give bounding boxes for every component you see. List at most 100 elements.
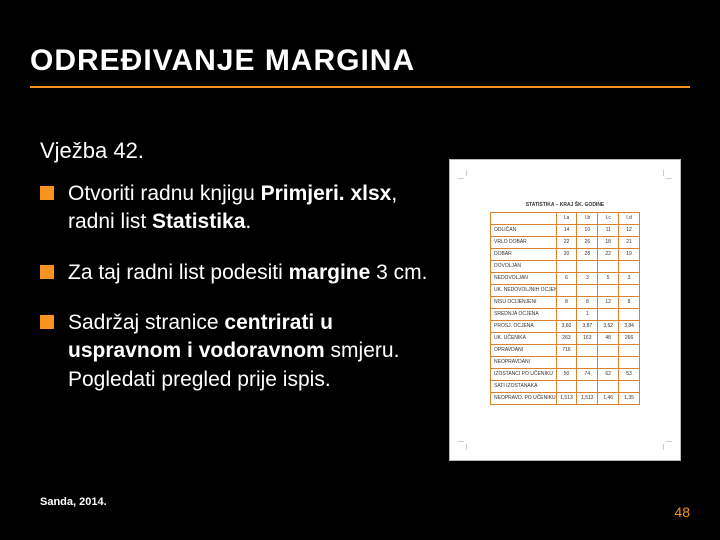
margin-tick xyxy=(458,178,464,179)
page-number: 48 xyxy=(674,504,690,520)
bullet-text: Sadržaj stranice centrirati u uspravnom … xyxy=(68,309,440,394)
mini-table-header-row: I.aI.bI.cI.d xyxy=(491,213,640,225)
mini-table-cell: NEDOVOLJAN xyxy=(491,273,557,285)
mini-table-cell: 12 xyxy=(598,297,619,309)
mini-table-row: NEDOVOLJAN6353 xyxy=(491,273,640,285)
mini-table-cell: 62 xyxy=(598,369,619,381)
mini-table-cell xyxy=(556,309,577,321)
mini-table-cell xyxy=(619,261,640,273)
bullet-item: Sadržaj stranice centrirati u uspravnom … xyxy=(40,309,440,394)
mini-table-row: PROSJ. OCJENA3,603,873,523,84 xyxy=(491,321,640,333)
mini-table-cell xyxy=(577,357,598,369)
mini-table-row: SATI IZOSTANAKA xyxy=(491,381,640,393)
mini-table-cell: 53 xyxy=(619,369,640,381)
margin-tick xyxy=(663,444,664,450)
mini-table-row: DOBAR20282219 xyxy=(491,249,640,261)
mini-table-row: OPRAVDANI716 xyxy=(491,345,640,357)
margin-tick xyxy=(458,441,464,442)
mini-table-cell xyxy=(556,357,577,369)
margin-tick xyxy=(466,170,467,176)
mini-table-cell xyxy=(619,381,640,393)
mini-table-cell xyxy=(619,345,640,357)
mini-table-cell: 266 xyxy=(619,333,640,345)
mini-table-row: VRLO DOBAR22261821 xyxy=(491,237,640,249)
mini-table-cell: NISU OCIJENJENI xyxy=(491,297,557,309)
mini-table-row: ODLIČAN14101112 xyxy=(491,225,640,237)
mini-table-cell: UK. NEDOVOLJNIH OCJENA xyxy=(491,285,557,297)
mini-table-cell: 1,513 xyxy=(577,393,598,405)
mini-table-cell: 163 xyxy=(577,333,598,345)
mini-table-cell: 716 xyxy=(556,345,577,357)
mini-table-row: NISU OCIJENJENI88128 xyxy=(491,297,640,309)
mini-table-cell: 8 xyxy=(556,297,577,309)
mini-table-title: STATISTIKA – KRAJ ŠK. GODINE xyxy=(490,202,640,208)
mini-table-cell: UK. UČENIKA xyxy=(491,333,557,345)
slide: ODREĐIVANJE MARGINA Vježba 42. Otvoriti … xyxy=(0,0,720,540)
mini-table-cell xyxy=(619,309,640,321)
mini-table-header-cell xyxy=(491,213,557,225)
mini-table-cell: 12 xyxy=(619,225,640,237)
mini-table-cell: 263 xyxy=(556,333,577,345)
mini-table-header-cell: I.a xyxy=(556,213,577,225)
mini-table-cell xyxy=(577,285,598,297)
mini-table-row: IZOSTANCI PO UČENIKU50746253 xyxy=(491,369,640,381)
bullet-marker-icon xyxy=(40,315,54,329)
title-block: ODREĐIVANJE MARGINA xyxy=(30,44,690,88)
mini-table-cell xyxy=(577,345,598,357)
print-preview-inner: STATISTIKA – KRAJ ŠK. GODINE I.aI.bI.cI.… xyxy=(466,178,664,442)
margin-tick xyxy=(666,178,672,179)
mini-table-row: NEOPRAVDANI xyxy=(491,357,640,369)
mini-table-cell: 74 xyxy=(577,369,598,381)
margin-tick xyxy=(666,441,672,442)
mini-table-row: DOVOLJAN xyxy=(491,261,640,273)
bullet-marker-icon xyxy=(40,186,54,200)
mini-table-cell xyxy=(556,381,577,393)
title-underline xyxy=(30,86,690,88)
mini-table-cell: SATI IZOSTANAKA xyxy=(491,381,557,393)
mini-table-cell: 6 xyxy=(556,273,577,285)
footer-author: Sanda, 2014. xyxy=(40,496,107,508)
mini-table-cell: DOBAR xyxy=(491,249,557,261)
bullet-text: Otvoriti radnu knjigu Primjeri. xlsx, ra… xyxy=(68,180,440,237)
mini-table-cell: 11 xyxy=(598,225,619,237)
mini-table-cell xyxy=(619,285,640,297)
mini-table-cell: 21 xyxy=(619,237,640,249)
mini-table-cell xyxy=(598,285,619,297)
mini-table-cell xyxy=(598,345,619,357)
mini-table-wrap: STATISTIKA – KRAJ ŠK. GODINE I.aI.bI.cI.… xyxy=(490,202,640,405)
mini-table-cell: 8 xyxy=(577,297,598,309)
mini-table-row: NEOPRAVD. PO UČENIKU1,5131,5131,461,35 xyxy=(491,393,640,405)
mini-table-cell: 28 xyxy=(577,249,598,261)
bullet-marker-icon xyxy=(40,265,54,279)
bullet-text: Za taj radni list podesiti margine 3 cm. xyxy=(68,259,428,287)
mini-table-row: SREDNJA OCJENA1 xyxy=(491,309,640,321)
mini-table-cell xyxy=(598,381,619,393)
mini-table-cell: PROSJ. OCJENA xyxy=(491,321,557,333)
mini-table-cell: 26 xyxy=(577,237,598,249)
mini-table-cell xyxy=(577,261,598,273)
bullet-item: Za taj radni list podesiti margine 3 cm. xyxy=(40,259,440,287)
mini-table-cell: 22 xyxy=(598,249,619,261)
mini-table-cell: 18 xyxy=(598,237,619,249)
mini-table-cell: 19 xyxy=(619,249,640,261)
exercise-label: Vježba 42. xyxy=(40,138,144,164)
mini-table-cell xyxy=(577,381,598,393)
mini-table-header-cell: I.c xyxy=(598,213,619,225)
mini-table-cell: ODLIČAN xyxy=(491,225,557,237)
bullet-item: Otvoriti radnu knjigu Primjeri. xlsx, ra… xyxy=(40,180,440,237)
mini-table-cell: OPRAVDANI xyxy=(491,345,557,357)
mini-table-row: UK. NEDOVOLJNIH OCJENA xyxy=(491,285,640,297)
mini-table-header-cell: I.b xyxy=(577,213,598,225)
print-preview-page: STATISTIKA – KRAJ ŠK. GODINE I.aI.bI.cI.… xyxy=(450,160,680,460)
mini-table-cell: 50 xyxy=(556,369,577,381)
margin-tick xyxy=(466,444,467,450)
margin-tick xyxy=(663,170,664,176)
mini-table-cell: 1 xyxy=(577,309,598,321)
mini-table-cell xyxy=(619,357,640,369)
mini-table-cell: 1,513 xyxy=(556,393,577,405)
mini-table-cell xyxy=(556,285,577,297)
mini-table-cell: 1,35 xyxy=(619,393,640,405)
mini-table-cell: 5 xyxy=(598,273,619,285)
mini-table-cell: 22 xyxy=(556,237,577,249)
mini-table-cell: 8 xyxy=(619,297,640,309)
